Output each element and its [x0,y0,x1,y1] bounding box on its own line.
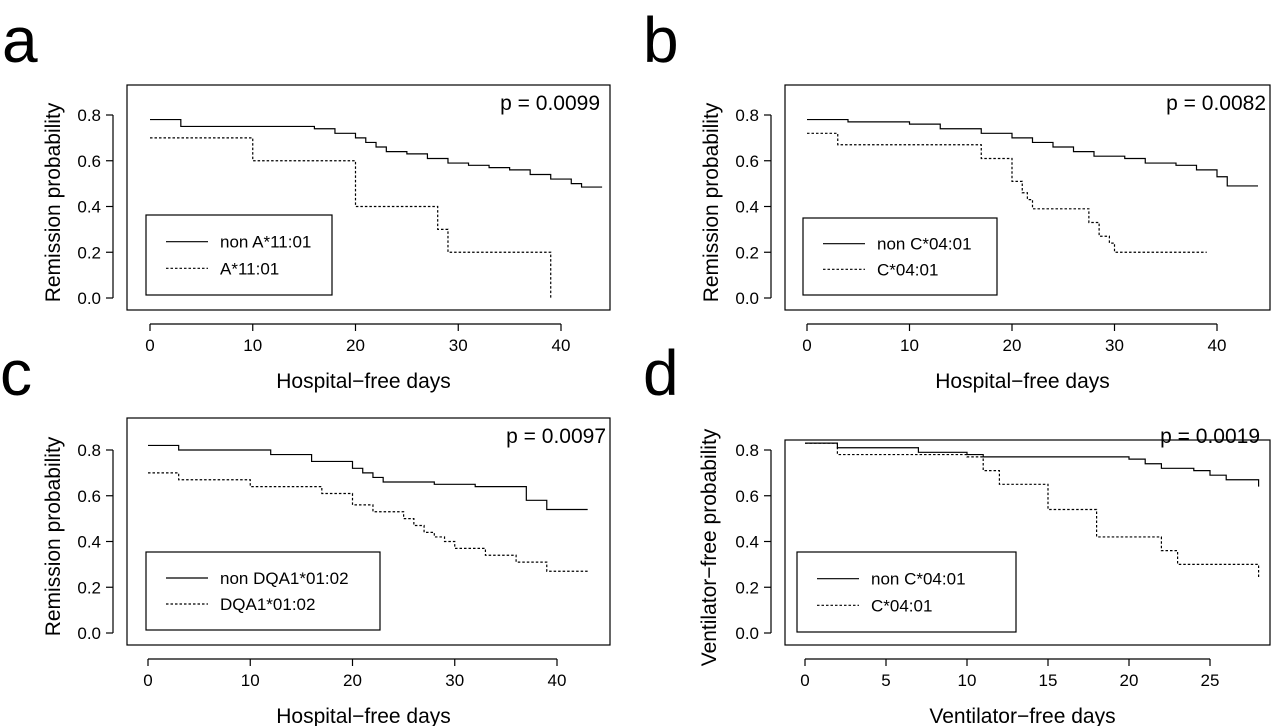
y-tick-label: 0.2 [735,243,759,262]
legend-label: non A*11:01 [220,233,311,252]
y-tick-label: 0.0 [77,624,101,643]
y-tick-label: 0.4 [735,198,759,217]
p-value-annotation: p = 0.0082 [1166,92,1266,115]
y-tick-label: 0.8 [77,441,101,460]
panel-c: c 0 10 20 30 40 Hospital−free days 0.0 0.2 0.4 0.6… [0,337,611,726]
y-tick-label: 0.6 [77,487,101,506]
x-tick-label: 0 [800,671,809,690]
plot-frame [126,84,611,311]
y-tick-label: 0.4 [735,533,759,552]
y-tick-label: 0.4 [77,533,101,552]
x-tick-label: 10 [241,671,260,690]
series-line-carrier [148,472,588,572]
panel-letter-a: a [2,4,38,76]
legend: non C*04:01 C*04:01 [802,217,998,296]
legend: non A*11:01 A*11:01 [145,214,333,296]
x-tick-label: 10 [958,671,977,690]
y-tick-label: 0.8 [77,106,101,125]
legend-label: C*04:01 [871,596,932,615]
x-axis-title: Ventilator−free days [929,705,1115,726]
x-axis-title: Hospital−free days [935,370,1110,393]
y-tick-label: 0.6 [735,152,759,171]
y-axis-title: Ventilator−free probability [698,428,721,666]
y-tick-label: 0.4 [77,198,101,217]
y-tick-label: 0.0 [77,289,101,308]
series-line-carrier [805,442,1260,579]
y-tick-label: 0.6 [77,152,101,171]
legend-box [145,551,381,631]
p-value-annotation: p = 0.0099 [500,92,600,115]
series-line-non-carrier [150,118,603,188]
legend-box [802,217,998,296]
y-axis-title: Remission probability [700,102,723,302]
x-tick-label: 0 [143,671,152,690]
y-tick-label: 0.0 [735,624,759,643]
y-tick-label: 0.6 [735,487,759,506]
x-tick-label: 0 [145,336,154,355]
y-tick-label: 0.2 [735,578,759,597]
x-axis-title: Hospital−free days [276,370,451,393]
legend-box [145,214,333,296]
x-tick-label: 30 [1105,336,1124,355]
x-tick-label: 5 [881,671,890,690]
x-tick-label: 20 [1003,336,1022,355]
panel-letter-c: c [0,337,32,409]
p-value-annotation: p = 0.0097 [506,425,606,448]
y-axis-title: Remission probability [42,102,65,302]
series-line-non-carrier [805,442,1260,487]
panel-a: a 0 10 20 30 40 Hospital−free days 0.0 0.2 0.4 0.6… [2,4,611,393]
x-tick-label: 15 [1039,671,1058,690]
x-tick-label: 25 [1201,671,1220,690]
y-tick-label: 0.2 [77,243,101,262]
x-tick-label: 10 [243,336,262,355]
x-tick-label: 20 [346,336,365,355]
x-tick-label: 40 [1208,336,1227,355]
legend-label: non C*04:01 [877,235,972,254]
plot-frame [126,417,611,646]
x-tick-label: 30 [445,671,464,690]
x-tick-label: 0 [802,336,811,355]
series-line-non-carrier [148,444,588,511]
plot-frame [784,84,1271,311]
y-tick-label: 0.2 [77,578,101,597]
series-line-non-carrier [807,118,1258,187]
y-axis-title: Remission probability [42,436,65,636]
x-tick-label: 20 [343,671,362,690]
legend: non DQA1*01:02 DQA1*01:02 [145,551,381,631]
x-tick-label: 40 [552,336,571,355]
y-tick-label: 0.8 [735,441,759,460]
legend: non C*04:01 C*04:01 [796,551,1017,633]
legend-label: A*11:01 [220,259,279,278]
x-tick-label: 40 [548,671,567,690]
x-tick-label: 20 [1120,671,1139,690]
series-line-carrier [150,137,552,298]
plot-frame [784,439,1271,646]
x-tick-label: 30 [449,336,468,355]
panel-letter-b: b [643,4,679,76]
series-line-carrier [807,132,1207,253]
p-value-annotation: p = 0.0019 [1160,425,1260,448]
x-tick-label: 10 [900,336,919,355]
legend-label: DQA1*01:02 [220,595,315,614]
x-axis-title: Hospital−free days [276,705,451,726]
panel-b: b 0 10 20 30 40 Hospital−free days 0.0 0.2 0.4 0.6… [643,4,1271,393]
legend-label: non C*04:01 [871,570,966,589]
legend-label: C*04:01 [877,260,938,279]
panel-letter-d: d [643,337,679,409]
panel-d: d 0 5 10 15 20 25 Ventilator−free days 0.0 0.2 0.4… [643,337,1271,726]
legend-box [796,551,1017,633]
legend-label: non DQA1*01:02 [220,569,349,588]
y-tick-label: 0.0 [735,289,759,308]
y-tick-label: 0.8 [735,106,759,125]
